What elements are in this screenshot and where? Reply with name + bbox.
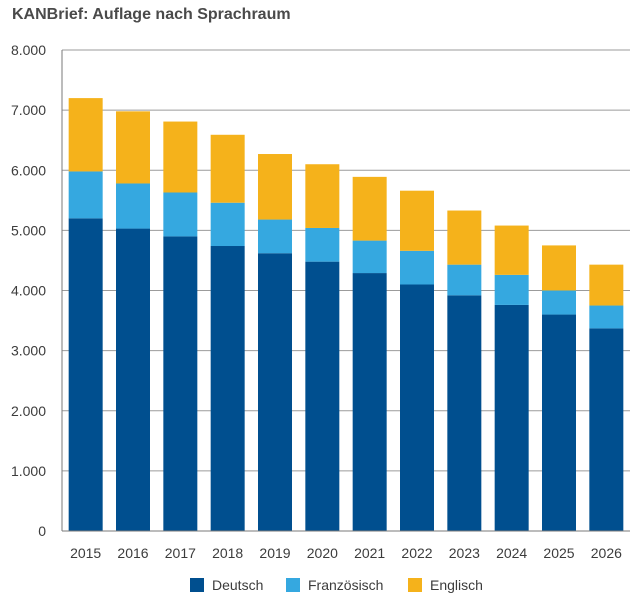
x-tick-label: 2021 bbox=[354, 545, 385, 561]
bar-2019-englisch bbox=[258, 154, 292, 220]
x-tick-label: 2025 bbox=[543, 545, 574, 561]
bars bbox=[68, 98, 624, 532]
bar-2026-englisch bbox=[589, 264, 624, 306]
bar-2025-deutsch bbox=[542, 314, 576, 531]
bar-2021-französisch bbox=[352, 240, 387, 274]
y-tick-label: 2.000 bbox=[11, 403, 46, 419]
bar-2016-deutsch bbox=[116, 228, 150, 532]
bar-2015-deutsch bbox=[68, 218, 103, 531]
y-tick-label: 3.000 bbox=[11, 343, 46, 359]
bar-2024-deutsch bbox=[494, 304, 529, 531]
legend-label-deutsch: Deutsch bbox=[212, 577, 263, 593]
bar-2021-deutsch bbox=[352, 273, 387, 531]
y-tick-label: 5.000 bbox=[11, 222, 46, 238]
bar-2022-englisch bbox=[400, 190, 434, 251]
y-tick-label: 0 bbox=[38, 523, 46, 539]
bar-2017-englisch bbox=[163, 121, 198, 193]
bar-2023-deutsch bbox=[447, 295, 482, 531]
x-tick-label: 2020 bbox=[307, 545, 338, 561]
legend-label-englisch: Englisch bbox=[430, 577, 483, 593]
bar-2019-deutsch bbox=[258, 253, 292, 531]
x-tick-label: 2016 bbox=[117, 545, 148, 561]
y-tick-label: 4.000 bbox=[11, 283, 46, 299]
chart-title: KANBrief: Auflage nach Sprachraum bbox=[12, 6, 291, 23]
bar-2023-französisch bbox=[447, 264, 482, 296]
bar-2020-englisch bbox=[305, 164, 340, 228]
x-tick-label: 2022 bbox=[401, 545, 432, 561]
legend-swatch-deutsch bbox=[190, 578, 204, 592]
y-tick-label: 7.000 bbox=[11, 102, 46, 118]
bar-2018-deutsch bbox=[210, 246, 245, 531]
y-tick-label: 6.000 bbox=[11, 162, 46, 178]
bar-2023-englisch bbox=[447, 210, 482, 265]
bar-2022-französisch bbox=[400, 250, 434, 285]
x-tick-label: 2026 bbox=[591, 545, 622, 561]
bar-2024-französisch bbox=[494, 274, 529, 305]
bar-2025-englisch bbox=[542, 245, 576, 291]
legend-label-französisch: Französisch bbox=[308, 577, 383, 593]
bar-2024-englisch bbox=[494, 225, 529, 275]
y-tick-label: 8.000 bbox=[11, 42, 46, 58]
x-tick-label: 2018 bbox=[212, 545, 243, 561]
bar-2017-französisch bbox=[163, 192, 198, 237]
bar-2026-französisch bbox=[589, 305, 624, 329]
grid-lines bbox=[62, 49, 630, 472]
x-tick-label: 2017 bbox=[165, 545, 196, 561]
bar-2020-deutsch bbox=[305, 261, 340, 531]
bar-2019-französisch bbox=[258, 219, 292, 254]
legend-swatch-französisch bbox=[286, 578, 300, 592]
bar-2016-französisch bbox=[116, 183, 150, 229]
bar-2015-französisch bbox=[68, 171, 103, 219]
bar-2025-französisch bbox=[542, 290, 576, 315]
axes: 0 1.000 2.000 3.000 4.000 5.000 6.000 7.000 8.00… bbox=[11, 42, 630, 561]
legend: Deutsch Französisch Englisch bbox=[190, 577, 483, 593]
x-tick-label: 2019 bbox=[259, 545, 290, 561]
bar-2018-französisch bbox=[210, 202, 245, 247]
bar-2020-französisch bbox=[305, 227, 340, 262]
bar-2022-deutsch bbox=[400, 284, 434, 531]
bar-2015-englisch bbox=[68, 98, 103, 172]
bar-2016-englisch bbox=[116, 111, 150, 184]
y-tick-label: 1.000 bbox=[11, 463, 46, 479]
legend-swatch-englisch bbox=[408, 578, 422, 592]
bar-2017-deutsch bbox=[163, 236, 198, 531]
bar-2026-deutsch bbox=[589, 328, 624, 531]
x-tick-label: 2015 bbox=[70, 545, 101, 561]
x-tick-label: 2023 bbox=[449, 545, 480, 561]
x-tick-label: 2024 bbox=[496, 545, 527, 561]
bar-2021-englisch bbox=[352, 176, 387, 241]
bar-2018-englisch bbox=[210, 134, 245, 203]
